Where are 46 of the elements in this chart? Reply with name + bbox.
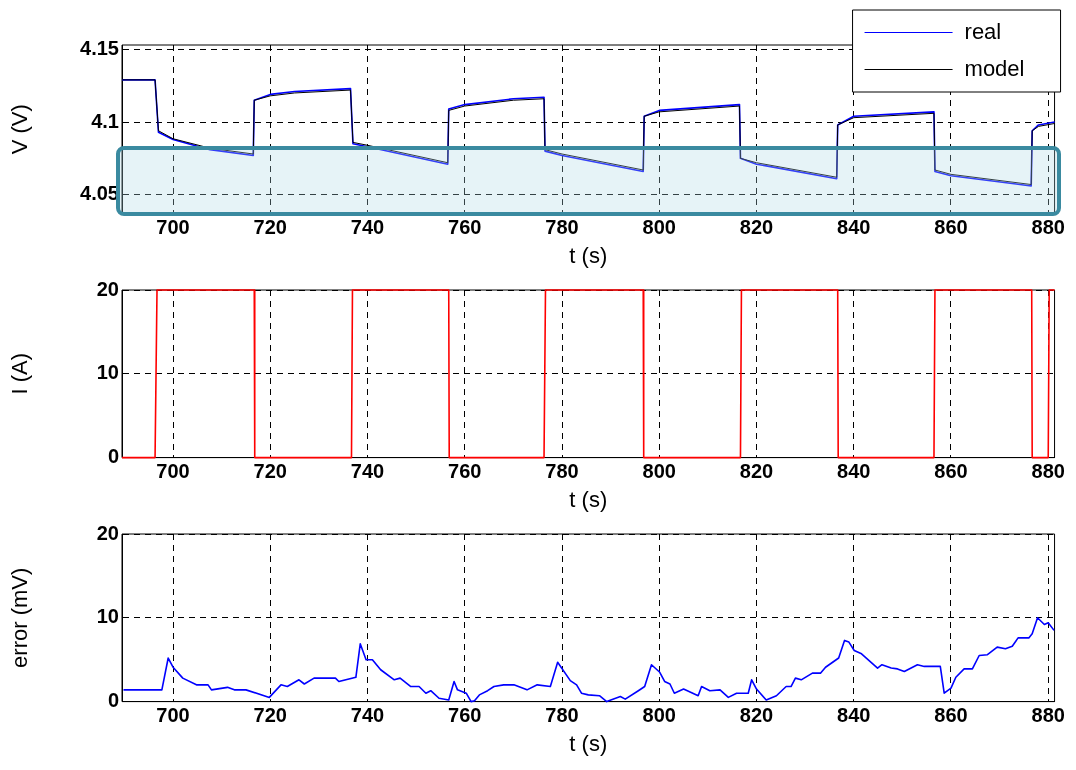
- x-tick-label: 740: [350, 216, 385, 239]
- x-tick-label: 800: [642, 216, 676, 239]
- x-tick-label: 780: [545, 216, 579, 239]
- x-tick-label: 820: [739, 704, 774, 727]
- y-axis-title: I (A): [7, 353, 33, 395]
- x-tick-label: 840: [837, 216, 871, 239]
- x-tick-label: 740: [350, 460, 385, 483]
- x-tick-label: 720: [253, 460, 287, 483]
- x-tick-label: 840: [837, 704, 871, 727]
- x-tick-label: 860: [934, 704, 968, 727]
- x-tick-label: 740: [350, 704, 385, 727]
- y-tick-label: 20: [96, 277, 119, 300]
- x-tick-label: 760: [448, 460, 482, 483]
- x-tick-label: 780: [545, 460, 579, 483]
- x-tick-label: 880: [1031, 460, 1065, 483]
- x-tick-label: 860: [934, 216, 968, 239]
- y-tick-label: 20: [96, 521, 119, 544]
- x-tick-label: 760: [448, 216, 482, 239]
- x-axis-title: t (s): [569, 730, 608, 756]
- y-axis-title: V (V): [7, 104, 33, 155]
- x-tick-label: 700: [156, 704, 190, 727]
- x-tick-label: 880: [1031, 704, 1065, 727]
- x-axis-title: t (s): [569, 486, 608, 512]
- x-tick-label: 820: [739, 460, 774, 483]
- x-tick-label: 840: [837, 460, 871, 483]
- y-tick-label: 0: [107, 445, 119, 468]
- x-tick-label: 700: [156, 216, 190, 239]
- y-tick-label: 0: [107, 689, 119, 712]
- y-tick-label: 10: [96, 361, 119, 384]
- y-axis-title: error (mV): [7, 567, 33, 668]
- x-tick-label: 760: [448, 704, 482, 727]
- x-tick-label: 700: [156, 460, 190, 483]
- x-tick-label: 720: [253, 216, 287, 239]
- y-tick-label: 4.15: [80, 36, 119, 59]
- legend-label: model: [964, 55, 1025, 81]
- legend-label: real: [964, 18, 1002, 44]
- y-tick-label: 4.1: [91, 109, 119, 132]
- x-tick-label: 880: [1031, 216, 1065, 239]
- x-tick-label: 800: [642, 704, 676, 727]
- x-tick-label: 860: [934, 460, 968, 483]
- x-tick-label: 820: [739, 216, 774, 239]
- x-tick-label: 780: [545, 704, 579, 727]
- x-tick-label: 720: [253, 704, 287, 727]
- y-tick-label: 10: [96, 605, 119, 628]
- x-tick-label: 800: [642, 460, 676, 483]
- x-axis-title: t (s): [569, 242, 608, 268]
